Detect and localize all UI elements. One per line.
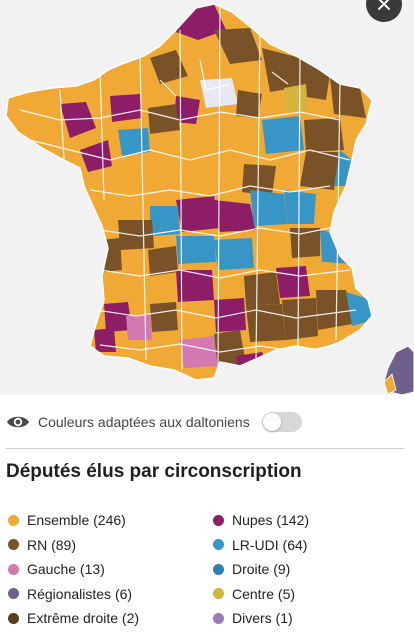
legend-label: Ensemble (246) <box>27 512 126 529</box>
legend-dot-icon <box>213 612 224 624</box>
legend-label: Gauche (13) <box>27 561 105 578</box>
legend-dot-icon <box>213 588 224 600</box>
legend-item-rn: RN (89) <box>8 533 139 558</box>
legend-dot-icon <box>8 563 19 575</box>
legend-item-nupes: Nupes (142) <box>213 508 309 533</box>
legend-label: Droite (9) <box>232 561 291 578</box>
legend-dot-icon <box>213 563 224 575</box>
legend-title: Députés élus par circonscription <box>6 461 302 482</box>
legend-item-lr-udi: LR-UDI (64) <box>213 533 309 558</box>
legend-item-centre: Centre (5) <box>213 582 309 607</box>
map-regions <box>6 4 372 380</box>
legend-dot-icon <box>8 588 19 600</box>
legend-item-droite: Droite (9) <box>213 557 309 582</box>
legend-item-divers: Divers (1) <box>213 606 309 631</box>
colorblind-toggle-switch[interactable] <box>261 412 302 432</box>
map-panel[interactable] <box>0 0 414 395</box>
legend-label: Nupes (142) <box>232 512 310 529</box>
colorblind-toggle-label: Couleurs adaptées aux daltoniens <box>38 414 250 430</box>
legend-label: Extrême droite (2) <box>27 610 140 627</box>
close-button[interactable] <box>366 0 402 22</box>
toggle-knob <box>262 413 281 431</box>
legend-label: Régionalistes (6) <box>27 585 133 602</box>
legend-dot-icon <box>8 612 19 624</box>
legend-dot-icon <box>213 514 224 526</box>
legend-label: LR-UDI (64) <box>232 536 308 553</box>
legend-dot-icon <box>8 539 19 551</box>
colorblind-toggle-row[interactable]: Couleurs adaptées aux daltoniens <box>0 404 414 440</box>
legend-item-ensemble: Ensemble (246) <box>8 508 139 533</box>
divider <box>6 448 404 449</box>
legend-column-right: Nupes (142) LR-UDI (64) Droite (9) Centr… <box>213 508 309 631</box>
eye-icon <box>6 413 30 431</box>
france-constituency-map[interactable] <box>0 0 414 395</box>
legend-item-gauche: Gauche (13) <box>8 557 139 582</box>
legend-item-extreme-droite: Extrême droite (2) <box>8 606 139 631</box>
legend-label: Divers (1) <box>232 610 293 627</box>
legend-item-regionalistes: Régionalistes (6) <box>8 582 139 607</box>
corsica <box>383 345 414 395</box>
legend-column-left: Ensemble (246) RN (89) Gauche (13) Régio… <box>8 508 139 631</box>
legend-label: RN (89) <box>27 536 77 553</box>
legend-label: Centre (5) <box>232 585 296 602</box>
legend-dot-icon <box>8 514 19 526</box>
close-icon <box>378 0 390 10</box>
legend-dot-icon <box>213 539 224 551</box>
